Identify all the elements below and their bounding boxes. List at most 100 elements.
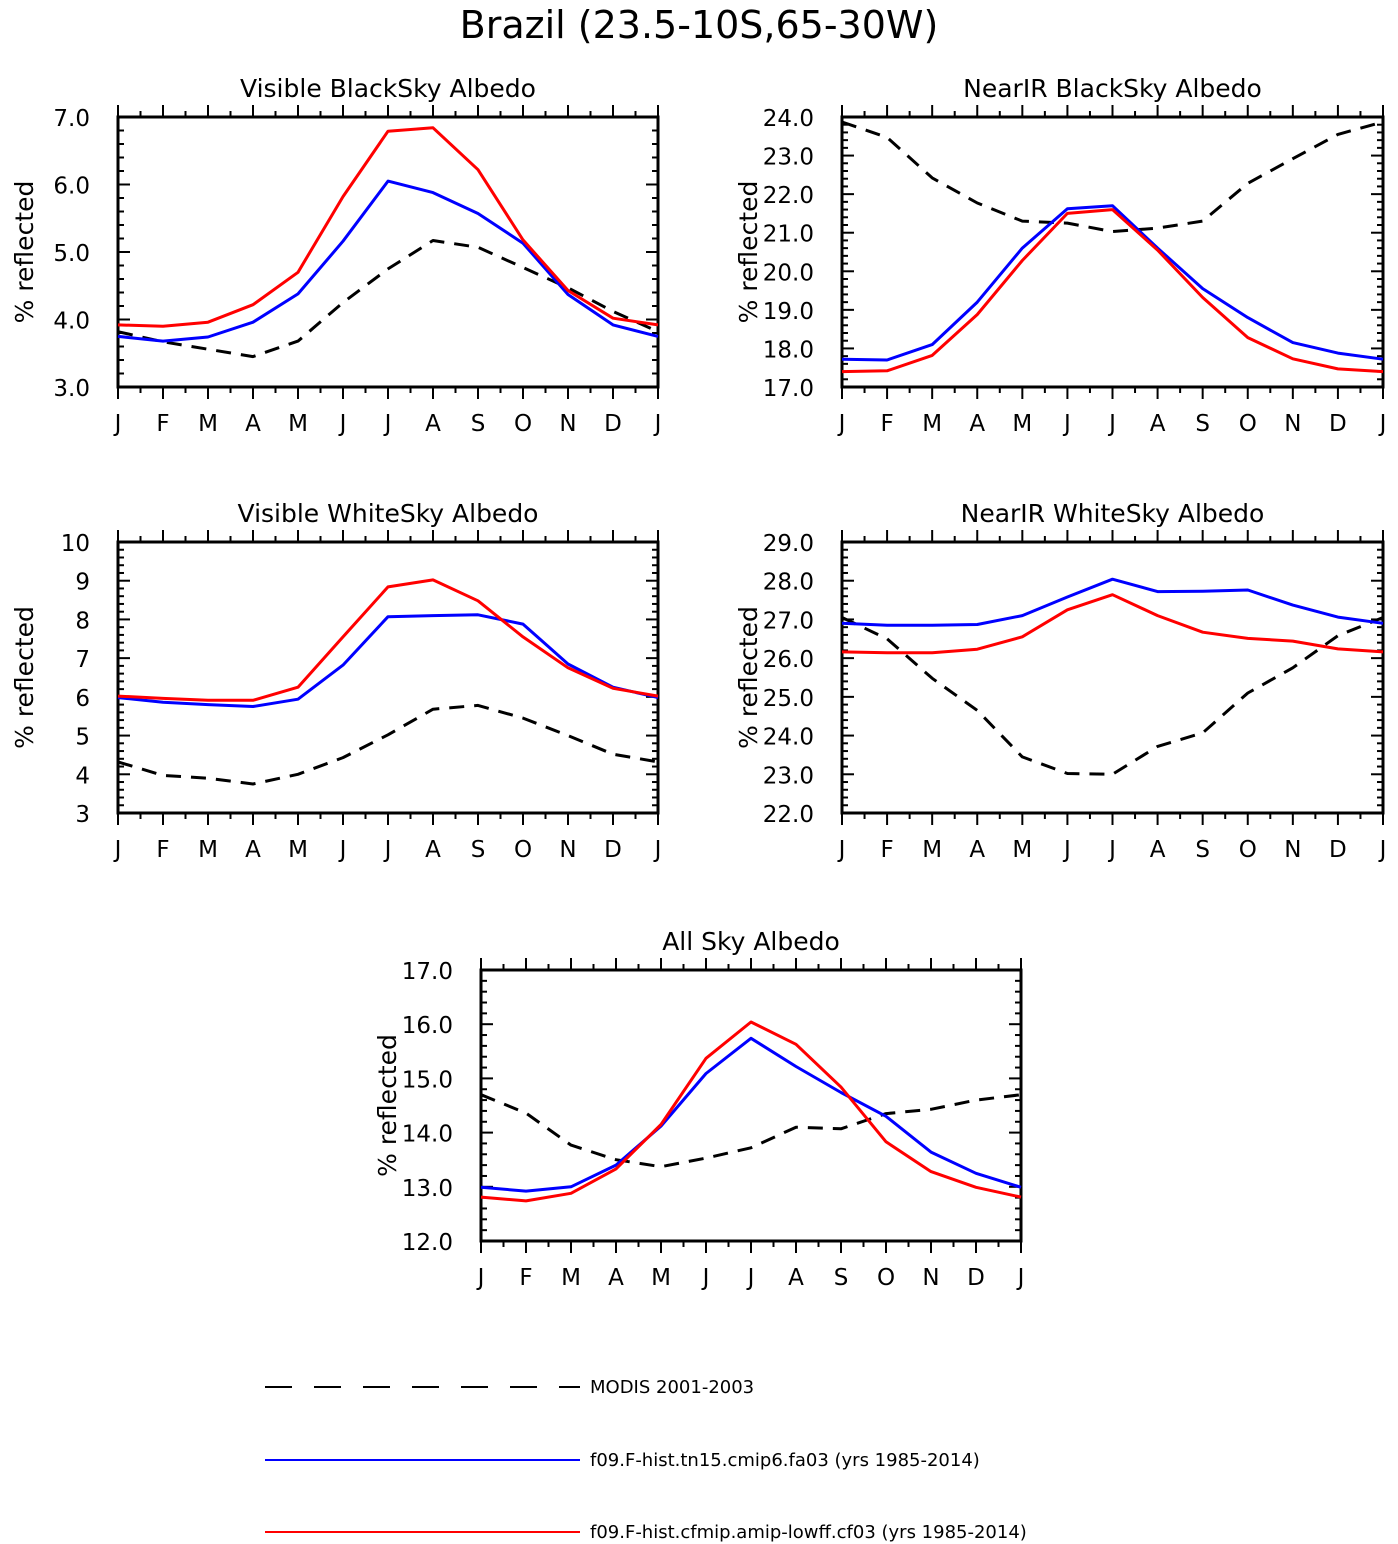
x-tick-label: J [1107, 837, 1116, 863]
series-line-1 [117, 239, 659, 359]
x-tick-label: O [1239, 837, 1257, 863]
chart-panel-2: NearIR BlackSky Albedo % reflected J F M A M J J… [734, 74, 1386, 437]
y-tick-label: 4 [75, 763, 90, 789]
x-tick-label: D [967, 1265, 985, 1291]
y-tick-label: 15.0 [402, 1067, 453, 1093]
x-tick-label: A [969, 411, 985, 437]
x-tick-label: J [1378, 837, 1387, 863]
x-tick-label: A [1150, 411, 1166, 437]
y-tick-label: 24.0 [763, 725, 814, 751]
x-tick-label: J [113, 837, 122, 863]
y-tick-label: 16.0 [402, 1013, 453, 1039]
chart-panel-3: Visible WhiteSky Albedo % reflected J F M A M J… [10, 499, 661, 863]
x-tick-label: J [1378, 411, 1387, 437]
x-tick-label: F [880, 411, 893, 437]
y-tick-label: 5.0 [53, 241, 90, 267]
series-line-2 [117, 613, 659, 708]
series-line-1 [841, 616, 1384, 776]
series-line-3 [117, 578, 659, 702]
x-tick-label: J [383, 837, 392, 863]
x-tick-label: J [113, 411, 122, 437]
x-tick-label: D [1329, 411, 1347, 437]
x-tick-label: N [559, 837, 576, 863]
x-tick-label: N [1284, 837, 1301, 863]
y-tick-label: 18.0 [763, 337, 814, 363]
x-tick-label: J [338, 837, 347, 863]
y-tick-label: 29.0 [763, 531, 814, 557]
x-tick-label: J [653, 411, 662, 437]
x-tick-label: M [651, 1265, 671, 1291]
y-tick-label: 17.0 [763, 376, 814, 402]
series-line-3 [841, 593, 1384, 655]
y-tick-label: 20.0 [763, 260, 814, 286]
x-tick-label: D [604, 837, 622, 863]
chart-panel-1: Visible BlackSky Albedo % reflected J F M A M J… [10, 74, 661, 437]
x-tick-label: M [1012, 411, 1032, 437]
x-tick-label: F [156, 411, 169, 437]
y-tick-label: 26.0 [763, 647, 814, 673]
series-line-1 [117, 703, 659, 786]
panel-title: Visible WhiteSky Albedo [238, 499, 539, 528]
y-tick-label: 6 [75, 686, 90, 712]
series-line-3 [841, 208, 1384, 374]
x-tick-label: J [476, 1265, 485, 1291]
x-tick-label: J [653, 837, 662, 863]
main-title: Brazil (23.5-10S,65-30W) [460, 3, 939, 47]
x-tick-label: J [1062, 411, 1071, 437]
plot-frame [840, 540, 1385, 815]
y-tick-label: 13.0 [402, 1176, 453, 1202]
x-tick-label: J [338, 411, 347, 437]
y-axis-label: % reflected [10, 606, 39, 749]
panel-title: Visible BlackSky Albedo [240, 74, 536, 103]
x-tick-label: A [1150, 837, 1166, 863]
y-tick-label: 6.0 [53, 174, 90, 200]
x-tick-label: D [604, 411, 622, 437]
x-tick-label: J [746, 1265, 755, 1291]
y-tick-label: 7 [75, 647, 90, 673]
x-tick-label: A [425, 411, 441, 437]
panel-title: NearIR WhiteSky Albedo [961, 499, 1265, 528]
y-tick-label: 9 [75, 570, 90, 596]
y-tick-label: 10 [61, 531, 90, 557]
series-line-3 [480, 1020, 1022, 1203]
x-tick-label: A [245, 411, 261, 437]
x-tick-label: F [156, 837, 169, 863]
x-tick-label: S [1195, 411, 1210, 437]
x-tick-label: N [559, 411, 576, 437]
x-tick-label: A [969, 837, 985, 863]
legend: MODIS 2001-2003 f09.F-hist.tn15.cmip6.fa0… [265, 1377, 1027, 1543]
series-line-3 [117, 126, 659, 328]
series-line-2 [480, 1036, 1022, 1193]
y-tick-label: 23.0 [763, 145, 814, 171]
legend-label-2: f09.F-hist.tn15.cmip6.fa03 (yrs 1985-201… [590, 1450, 980, 1471]
y-tick-label: 24.0 [763, 106, 814, 132]
y-tick-label: 25.0 [763, 686, 814, 712]
y-tick-label: 28.0 [763, 570, 814, 596]
x-tick-label: S [1195, 837, 1210, 863]
plot-frame [479, 968, 1023, 1243]
chart-panel-4: NearIR WhiteSky Albedo % reflected J F M A M J J… [734, 499, 1386, 863]
plot-frame [116, 540, 660, 815]
x-tick-label: S [471, 411, 486, 437]
x-tick-label: O [1239, 411, 1257, 437]
x-tick-label: M [198, 837, 218, 863]
x-tick-label: M [1012, 837, 1032, 863]
x-tick-label: M [198, 411, 218, 437]
legend-label-3: f09.F-hist.cfmip.amip-lowff.cf03 (yrs 19… [590, 1522, 1027, 1543]
y-tick-label: 3 [75, 802, 90, 828]
series-line-2 [841, 204, 1384, 362]
x-tick-label: A [788, 1265, 804, 1291]
x-tick-label: O [877, 1265, 895, 1291]
y-tick-label: 22.0 [763, 802, 814, 828]
x-tick-label: J [1016, 1265, 1025, 1291]
y-axis-label: % reflected [734, 181, 763, 324]
x-tick-label: J [837, 411, 846, 437]
x-tick-label: M [288, 837, 308, 863]
x-tick-label: M [922, 411, 942, 437]
legend-label-1: MODIS 2001-2003 [590, 1377, 754, 1398]
y-tick-label: 3.0 [53, 376, 90, 402]
x-tick-label: O [514, 837, 532, 863]
y-tick-label: 17.0 [402, 959, 453, 985]
x-tick-label: A [608, 1265, 624, 1291]
